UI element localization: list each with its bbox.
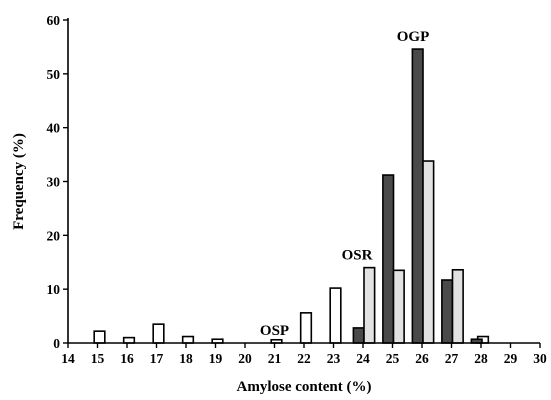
bar-dark-24 <box>352 327 365 344</box>
bar-white-23 <box>329 287 342 344</box>
x-tick-label-28: 28 <box>474 351 488 366</box>
x-tick-label-30: 30 <box>533 351 547 366</box>
x-tick-label-29: 29 <box>504 351 518 366</box>
x-tick-label-16: 16 <box>120 351 134 366</box>
bar-light-24 <box>363 266 376 344</box>
annotations-layer: OSP OSR OGP <box>260 29 429 339</box>
y-tick-label-40: 40 <box>47 121 61 136</box>
x-axis-label: Amylose content (%) <box>237 379 372 395</box>
x-tick-label-21: 21 <box>268 351 282 366</box>
bar-light-25 <box>392 269 405 344</box>
bar-light-27 <box>451 268 464 344</box>
y-tick-label-20: 20 <box>47 228 61 243</box>
x-tick-label-22: 22 <box>297 351 311 366</box>
x-tick-label-15: 15 <box>91 351 105 366</box>
annotation-ogp: OGP <box>397 29 430 45</box>
y-tick-label-10: 10 <box>47 282 61 297</box>
annotation-osp: OSP <box>260 323 289 339</box>
x-tick-label-19: 19 <box>209 351 223 366</box>
bars-layer <box>93 48 490 344</box>
x-tick-label-25: 25 <box>386 351 400 366</box>
x-tick-label-17: 17 <box>150 351 164 366</box>
x-tick-label-24: 24 <box>356 351 370 366</box>
annotation-osr: OSR <box>342 248 373 264</box>
x-tick-label-23: 23 <box>327 351 341 366</box>
x-tick-label-18: 18 <box>179 351 193 366</box>
x-tick-label-14: 14 <box>61 351 75 366</box>
bar-dark-25 <box>382 174 395 344</box>
bar-white-22 <box>299 312 313 344</box>
bar-dark-27 <box>441 279 454 344</box>
x-tick-label-26: 26 <box>415 351 429 366</box>
bar-white-16 <box>122 336 136 344</box>
x-tick-label-27: 27 <box>445 351 459 366</box>
y-tick-label-30: 30 <box>47 175 61 190</box>
bar-white-18 <box>181 335 195 344</box>
y-tick-label-0: 0 <box>53 336 60 351</box>
bar-light-26 <box>422 160 435 344</box>
bar-white-17 <box>152 323 165 344</box>
y-tick-label-60: 60 <box>47 13 61 28</box>
bar-white-15 <box>93 330 106 344</box>
y-tick-label-50: 50 <box>47 67 61 82</box>
bar-dark-26 <box>411 48 424 344</box>
x-tick-label-20: 20 <box>238 351 252 366</box>
y-axis-label: Frequency (%) <box>11 133 27 230</box>
axes-layer: 14 15 16 17 18 19 20 21 22 23 24 25 26 27 28 29 30 0 10 20 3… <box>47 13 548 366</box>
